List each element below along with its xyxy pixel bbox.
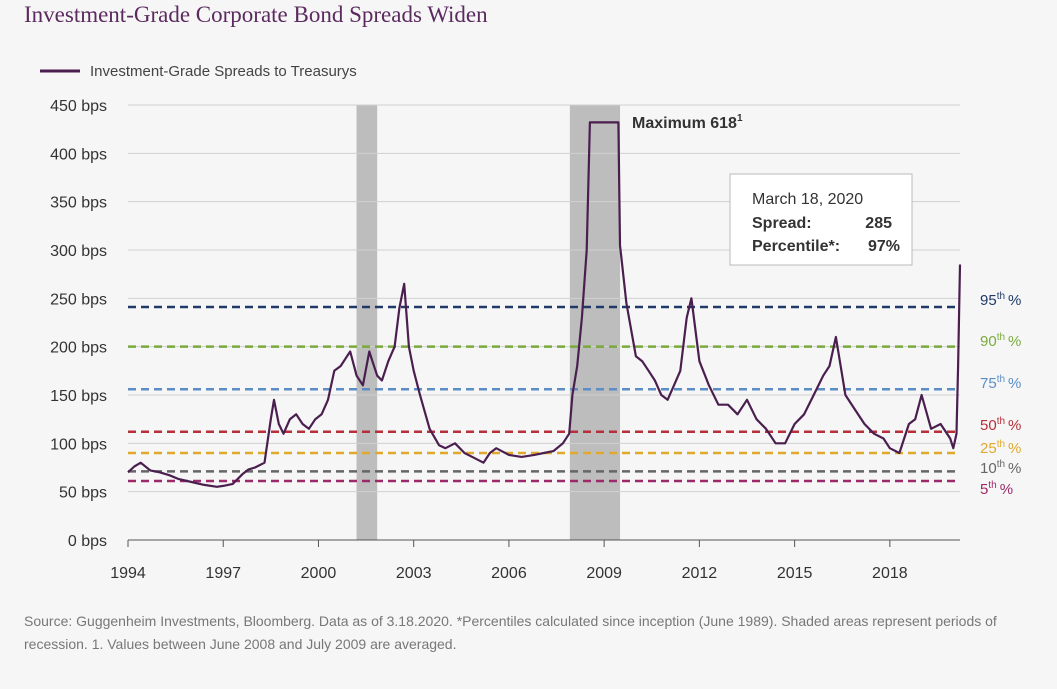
y-tick-label: 150 bps [50,388,107,405]
callout-percentile-value: 97% [868,238,900,255]
legend: Investment-Grade Spreads to Treasurys [40,63,357,80]
percentile-label-25: 25th% [980,439,1021,457]
percentile-suffix: th [997,416,1005,427]
percentile-number: 10 [980,460,997,477]
percentile-number: 90 [980,333,997,350]
callout-spread-label: Spread: [752,215,812,232]
chart-title: Investment-Grade Corporate Bond Spreads … [24,2,488,27]
percentile-percent-sign: % [1000,481,1013,498]
x-tick-label: 2015 [777,565,813,582]
y-tick-label: 400 bps [50,146,107,163]
callout-spread-value: 285 [865,215,892,232]
y-tick-label: 100 bps [50,436,107,453]
percentile-label-50: 50th% [980,416,1021,434]
x-tick-label: 2003 [396,565,432,582]
x-tick-label: 2009 [586,565,622,582]
y-tick-label: 0 bps [68,533,107,550]
recession-band-1 [569,105,621,540]
x-tick-label: 2000 [301,565,337,582]
y-tick-label: 300 bps [50,243,107,260]
recession-bands [356,105,621,540]
x-tick-label: 2018 [872,565,908,582]
percentile-suffix: th [997,459,1005,470]
percentile-suffix: th [997,374,1005,385]
callout-box [729,173,913,266]
grid-lines [128,104,960,493]
percentile-number: 5 [980,481,988,498]
y-tick-label: 200 bps [50,340,107,357]
percentile-percent-sign: % [1008,417,1021,434]
y-tick-label: 350 bps [50,195,107,212]
percentile-label-90: 90th% [980,332,1021,350]
y-tick-label: 50 bps [59,485,107,502]
recession-band-0 [356,105,378,540]
x-tick-label: 1997 [205,565,241,582]
legend-label: Investment-Grade Spreads to Treasurys [90,63,357,80]
percentile-suffix: th [997,291,1005,302]
max-annotation: Maximum 6181 [632,113,743,132]
y-axis: 0 bps 50 bps 100 bps 150 bps 200 bps 250 bps 3… [50,98,107,550]
x-tick-label: 1994 [110,565,146,582]
x-tick-label: 2012 [682,565,718,582]
percentile-suffix: th [997,332,1005,343]
percentile-percent-sign: % [1008,460,1021,477]
percentile-label-10: 10th% [980,459,1021,477]
y-tick-label: 250 bps [50,291,107,308]
annotations: Maximum 6181 March 18, 2020 Spread: 285 … [632,113,913,266]
series-line-0 [127,121,962,488]
percentile-percent-sign: % [1008,292,1021,309]
percentile-label-75: 75th% [980,374,1021,392]
source-note: Source: Guggenheim Investments, Bloomber… [24,613,997,652]
chart: 0 bps 50 bps 100 bps 150 bps 200 bps 250 bps 3… [40,63,1021,582]
percentile-percent-sign: % [1008,333,1021,350]
percentile-number: 25 [980,440,997,457]
percentile-percent-sign: % [1008,375,1021,392]
percentile-number: 95 [980,292,997,309]
max-annotation-label: Maximum 618 [632,115,737,132]
x-axis: 1994 1997 2000 2003 2006 2009 2012 2015 2018 [110,539,960,582]
percentile-lines: 95th %90th %75th %50th %25th %10th %5th% [128,291,1021,498]
callout-date: March 18, 2020 [752,191,863,208]
percentile-suffix: th [988,480,996,491]
callout-percentile-label: Percentile*: [752,238,840,255]
percentile-label-95: 95th% [980,291,1021,309]
percentile-number: 50 [980,417,997,434]
percentile-label-5: 5th% [980,480,1013,498]
max-annotation-footnote: 1 [737,113,743,124]
percentile-percent-sign: % [1008,440,1021,457]
series [127,121,962,488]
x-tick-label: 2006 [491,565,527,582]
percentile-suffix: th [997,439,1005,450]
y-tick-label: 450 bps [50,98,107,115]
percentile-number: 75 [980,375,997,392]
